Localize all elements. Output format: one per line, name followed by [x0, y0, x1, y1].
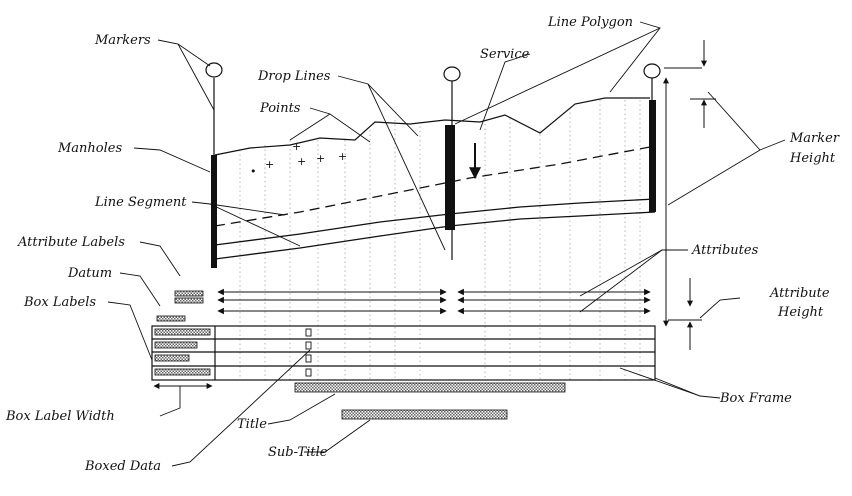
label-points: Points	[259, 101, 301, 116]
marker-height-dimension	[663, 40, 716, 327]
label-box-frame: Box Frame	[719, 391, 792, 406]
markers	[205, 62, 661, 260]
svg-text:+: +	[316, 152, 325, 165]
svg-text:•: •	[250, 165, 257, 178]
label-marker-height-line1: Marker	[789, 131, 840, 146]
label-attribute-height-line2: Height	[777, 305, 824, 320]
label-sub-title: Sub-Title	[268, 445, 328, 460]
attribute-height-dimension	[668, 278, 702, 350]
leader-lines	[107, 21, 786, 467]
label-markers: Markers	[94, 33, 151, 48]
boxed-data-markers	[305, 328, 312, 377]
attribute-label-box	[174, 297, 204, 304]
service-dashed-line	[214, 145, 656, 227]
svg-text:+: +	[292, 140, 301, 153]
ground-profile	[214, 97, 650, 156]
label-service: Service	[480, 47, 530, 62]
label-boxed-data: Boxed Data	[84, 459, 161, 474]
label-datum: Datum	[67, 266, 112, 281]
title-bar	[294, 382, 566, 393]
label-line-polygon: Line Polygon	[547, 15, 633, 30]
label-box-labels: Box Labels	[23, 295, 96, 310]
manhole-left	[211, 155, 217, 268]
attribute-arrows	[217, 288, 651, 315]
svg-text:+: +	[297, 155, 306, 168]
label-box-label-width: Box Label Width	[5, 409, 115, 424]
label-line-segment: Line Segment	[94, 195, 187, 210]
box-labels	[154, 328, 211, 376]
svg-text:+: +	[265, 158, 274, 171]
svg-text:+: +	[338, 150, 347, 163]
label-title: Title	[237, 417, 267, 432]
attribute-label-box	[174, 290, 204, 297]
label-attribute-labels: Attribute Labels	[17, 235, 125, 250]
label-attributes: Attributes	[691, 243, 759, 258]
label-manholes: Manholes	[57, 141, 122, 156]
label-marker-height-line2: Height	[789, 151, 836, 166]
label-attribute-height-line1: Attribute	[769, 286, 830, 301]
box-frame	[151, 325, 656, 381]
label-drop-lines: Drop Lines	[257, 69, 331, 84]
subtitle-bar	[341, 409, 508, 420]
datum-box	[156, 315, 186, 322]
points: • + + + + +	[250, 140, 347, 178]
manhole-middle	[445, 125, 455, 230]
grid-lines	[239, 100, 641, 380]
manhole-right	[649, 100, 656, 212]
